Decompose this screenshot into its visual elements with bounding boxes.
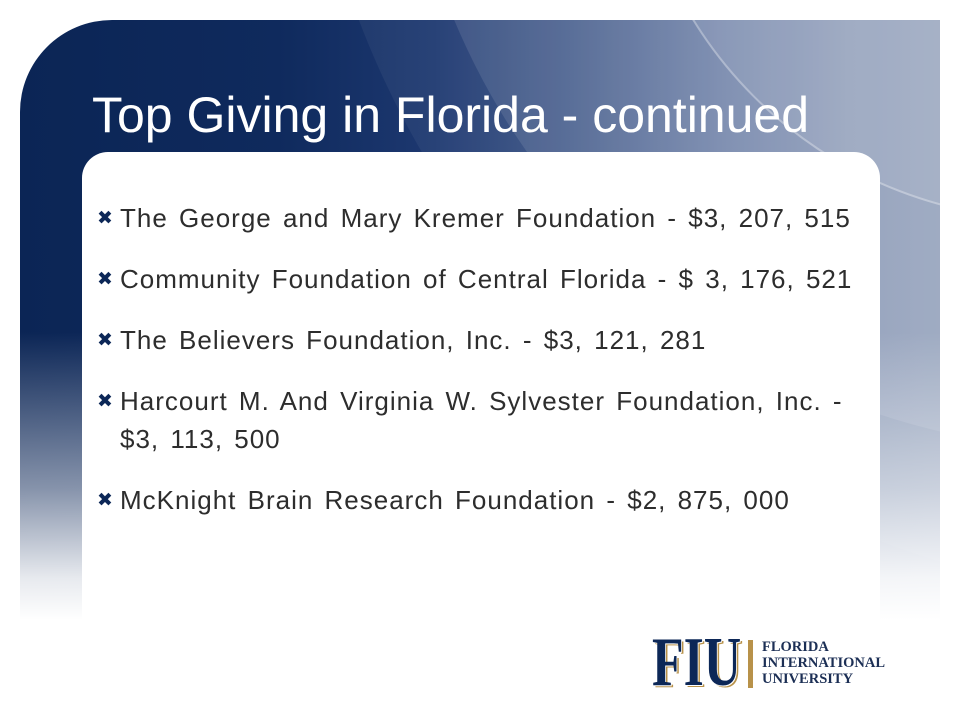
bullet-list: The George and Mary Kremer Foundation - … — [97, 199, 872, 542]
logo-wordmark-line: UNIVERSITY — [762, 671, 854, 687]
fiu-logo: FIU FLORIDA INTERNATIONAL UNIVERSITY — [652, 624, 888, 701]
bullet-text: The George and Mary Kremer Foundation - … — [120, 203, 851, 233]
slide-title: Top Giving in Florida - continued — [92, 87, 810, 143]
heavy-x-icon — [97, 382, 113, 420]
bullet-text: Community Foundation of Central Florida … — [120, 264, 853, 294]
bullet-item: The George and Mary Kremer Foundation - … — [97, 199, 872, 237]
logo-divider — [748, 640, 753, 688]
content-panel: The George and Mary Kremer Foundation - … — [82, 152, 880, 622]
logo-wordmark: FLORIDA INTERNATIONAL UNIVERSITY — [762, 639, 885, 687]
bullet-text: The Believers Foundation, Inc. - $3, 121… — [120, 325, 707, 355]
logo-wordmark-line: INTERNATIONAL — [762, 655, 886, 671]
heavy-x-icon — [97, 321, 113, 359]
bullet-item: McKnight Brain Research Foundation - $2,… — [97, 481, 872, 519]
heavy-x-icon — [97, 199, 113, 237]
fiu-logo-mark: FIU — [652, 624, 742, 701]
bullet-item: Harcourt M. And Virginia W. Sylvester Fo… — [97, 382, 872, 458]
bullet-text: McKnight Brain Research Foundation - $2,… — [120, 485, 790, 515]
bullet-item: Community Foundation of Central Florida … — [97, 260, 872, 298]
heavy-x-icon — [97, 260, 113, 298]
bullet-item: The Believers Foundation, Inc. - $3, 121… — [97, 321, 872, 359]
heavy-x-icon — [97, 481, 113, 519]
logo-wordmark-line: FLORIDA — [762, 639, 829, 655]
bullet-text: Harcourt M. And Virginia W. Sylvester Fo… — [120, 386, 843, 454]
